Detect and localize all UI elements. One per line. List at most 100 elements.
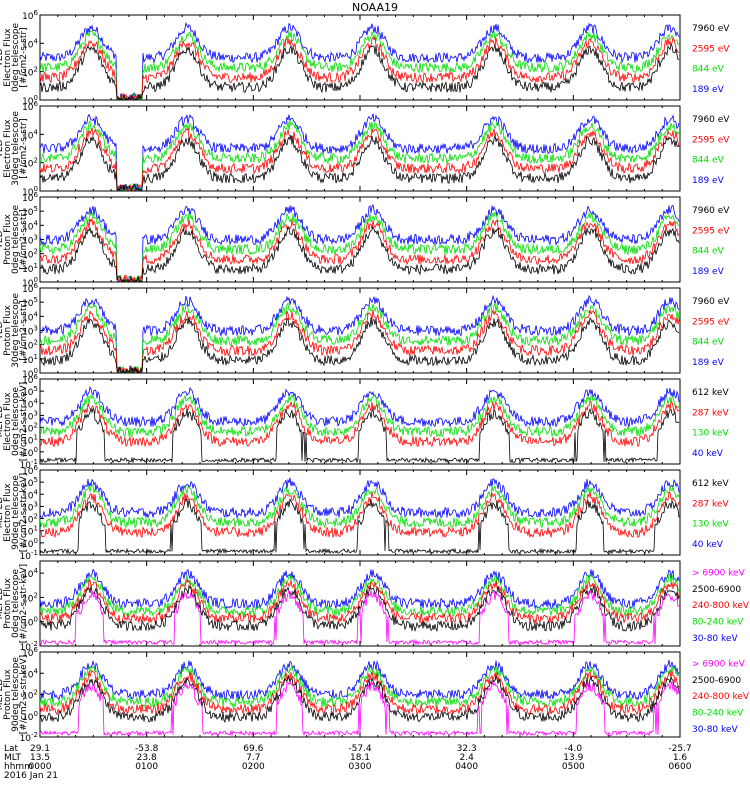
x-tick-label: 29.1 — [30, 744, 50, 754]
y-tick-label: 106 — [22, 9, 38, 22]
y-tick-label: 10-2 — [20, 731, 38, 744]
legend-entry: 240-800 keV — [692, 601, 750, 611]
y-tick-label: 104 — [22, 219, 38, 232]
y-tick-label: 104 — [22, 488, 38, 501]
legend-entry: 80-240 keV — [692, 709, 744, 719]
legend-entry: 2595 eV — [692, 226, 730, 236]
y-tick-label: 10-1 — [20, 549, 38, 562]
chart-title: NOAA19 — [352, 1, 398, 14]
y-tick-label: 100 — [22, 276, 38, 289]
x-row-label: hhmm — [4, 762, 33, 772]
series-line — [40, 127, 680, 191]
x-tick-label: -4.0 — [565, 744, 583, 754]
legend-entry: 40 keV — [692, 449, 724, 459]
y-tick-label: 101 — [22, 525, 38, 538]
legend-entry: 2595 eV — [692, 135, 730, 145]
series-line — [40, 394, 680, 438]
y-tick-label: 102 — [22, 591, 38, 604]
x-tick-label: 13.5 — [30, 753, 50, 763]
panel-frame — [39, 378, 681, 465]
y-tick-label: 106 — [22, 464, 38, 477]
y-tick-label: 102 — [22, 513, 38, 526]
y-tick-label: 103 — [22, 325, 38, 338]
x-tick-label: 0000 — [29, 762, 52, 772]
panel-4: TEDProton Flux30deg telescope[#/cm2-s-st… — [0, 282, 730, 380]
y-tick-label: 105 — [22, 476, 38, 489]
series-line — [40, 385, 680, 429]
y-tick-label: 106 — [22, 282, 38, 295]
legend-entry: 189 eV — [692, 267, 725, 277]
x-tick-label: 7.7 — [246, 753, 260, 763]
series-line — [40, 210, 680, 282]
y-tick-label: 103 — [22, 409, 38, 422]
series-line — [40, 119, 680, 191]
series-line — [40, 309, 680, 373]
y-tick-label: 10-2 — [20, 640, 38, 653]
legend-entry: 2595 eV — [692, 317, 730, 327]
legend-entry: 240-800 keV — [692, 692, 750, 702]
series-line — [40, 400, 680, 448]
legend-entry: 7960 eV — [692, 206, 730, 216]
y-tick-label: 102 — [22, 248, 38, 261]
series-line — [40, 491, 680, 539]
y-tick-label: 106 — [22, 373, 38, 386]
y-tick-label: 104 — [22, 397, 38, 410]
y-tick-label: 100 — [22, 367, 38, 380]
series-line — [40, 578, 680, 625]
y-tick-label: 101 — [22, 353, 38, 366]
series-line — [40, 484, 680, 529]
legend-entry: 844 eV — [692, 156, 725, 166]
x-tick-label: 32.3 — [457, 744, 477, 754]
x-tick-label: -53.8 — [135, 744, 159, 754]
y-tick-label: 104 — [22, 667, 38, 680]
legend-entry: 30-80 keV — [692, 634, 738, 644]
series-line — [40, 674, 680, 723]
y-axis-label: MEPEDProton Flux0deg telescope[#/cm2-s-s… — [0, 564, 29, 643]
y-axis-label: TEDElectron Flux0deg telescope[#/cm2-s-s… — [0, 23, 29, 93]
series-line — [40, 659, 680, 701]
x-row-label: Lat — [4, 744, 19, 754]
legend-entry: 30-80 keV — [692, 725, 738, 735]
x-tick-label: -57.4 — [348, 744, 372, 754]
legend-entry: 612 keV — [692, 388, 729, 398]
y-axis-label: MEPEDElectron Flux0deg telescope[#/cm2-s… — [0, 382, 29, 461]
legend-entry: 130 keV — [692, 520, 729, 530]
series-line — [40, 497, 680, 555]
panel-frame — [39, 196, 681, 283]
y-tick-label: 10-1 — [20, 458, 38, 471]
x-tick-label: 0400 — [455, 762, 478, 772]
legend-entry: 189 eV — [692, 85, 725, 95]
x-tick-label: 18.1 — [350, 753, 370, 763]
series-line — [40, 21, 680, 100]
panel-2: TEDElectron Flux30deg telescope[#/cm2-s-… — [0, 100, 730, 198]
legend-entry: 2595 eV — [692, 44, 730, 54]
legend-entry: 189 eV — [692, 358, 725, 368]
y-tick-label: 101 — [22, 262, 38, 275]
x-row-label: 2016 Jan 21 — [4, 771, 58, 781]
series-line — [40, 113, 680, 191]
legend-entry: 7960 eV — [692, 297, 730, 307]
legend-entry: 287 keV — [692, 408, 729, 418]
y-tick-label: 100 — [22, 537, 38, 550]
y-tick-label: 105 — [22, 385, 38, 398]
series-line — [40, 573, 680, 618]
x-tick-label: 0600 — [669, 762, 692, 772]
series-line — [40, 584, 680, 633]
legend-entry: 40 keV — [692, 540, 724, 550]
series-line — [40, 317, 680, 373]
y-tick-label: 104 — [22, 128, 38, 141]
y-tick-label: 102 — [22, 66, 38, 79]
y-tick-label: 104 — [22, 310, 38, 323]
y-tick-label: 105 — [22, 205, 38, 218]
series-line — [40, 477, 680, 519]
y-axis-label: TEDProton Flux30deg telescope[#/cm2-s-st… — [0, 293, 29, 368]
x-tick-label: 2.4 — [460, 753, 475, 763]
panel-5: MEPEDElectron Flux0deg telescope[#/cm2-s… — [0, 373, 729, 471]
panel-3: TEDProton Flux0deg telescope[#/cm2-s-str… — [0, 191, 730, 289]
y-tick-label: 102 — [22, 689, 38, 702]
series-line — [40, 294, 680, 373]
series-line — [40, 680, 680, 737]
x-tick-label: 0200 — [242, 762, 265, 772]
x-tick-label: 23.8 — [137, 753, 157, 763]
y-tick-label: 106 — [22, 100, 38, 113]
